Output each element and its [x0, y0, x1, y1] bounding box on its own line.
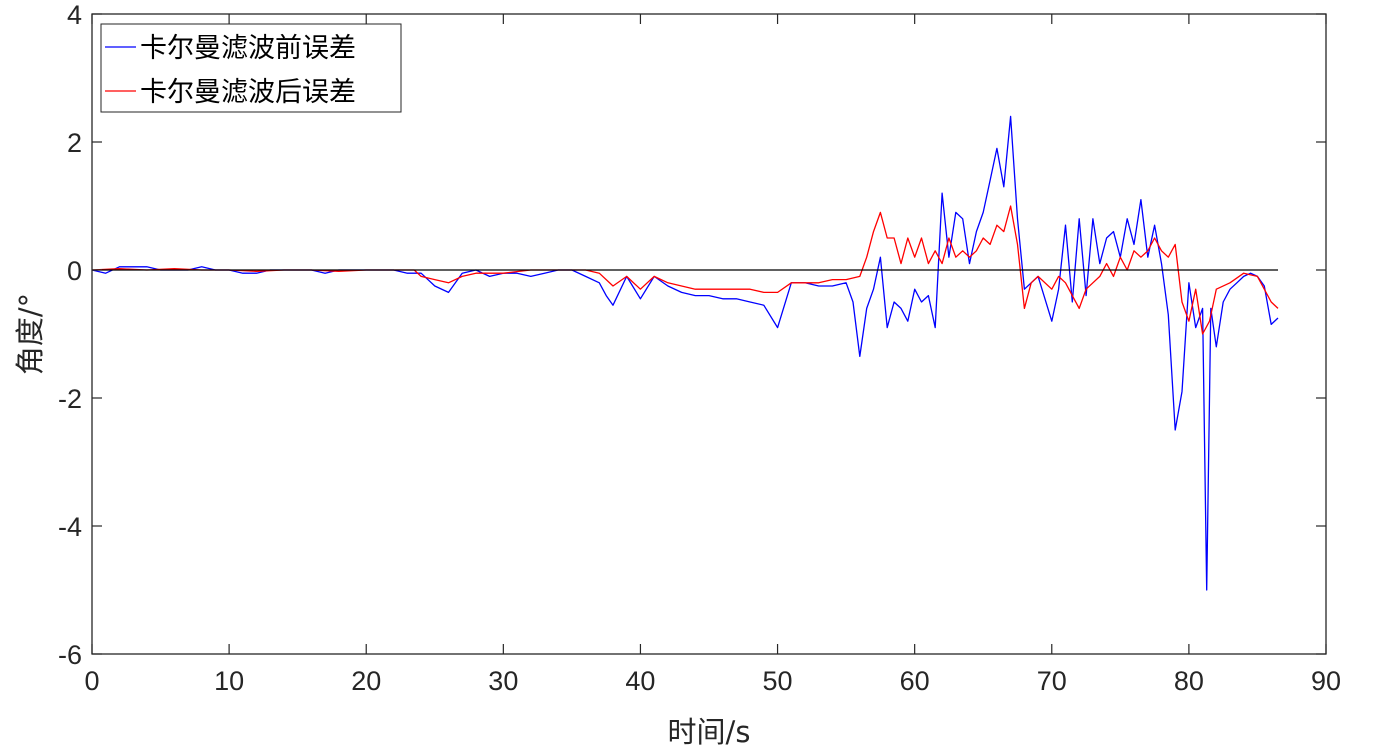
- tick-layer: 0 10 20 30 40 50 60 70 80 90 -6 -4 -2 0 2 4: [58, 0, 1341, 696]
- x-tick-label: 40: [625, 666, 655, 696]
- x-tick-label: 80: [1174, 666, 1204, 696]
- x-tick-label: 60: [900, 666, 930, 696]
- x-tick-label: 0: [84, 666, 99, 696]
- legend: 卡尔曼滤波前误差 卡尔曼滤波后误差: [100, 23, 402, 113]
- legend-label-before: 卡尔曼滤波前误差: [140, 33, 356, 64]
- y-tick-label: 0: [67, 256, 82, 286]
- x-tick-label: 50: [763, 666, 793, 696]
- y-tick-label: -2: [58, 384, 82, 414]
- legend-label-after: 卡尔曼滤波后误差: [140, 77, 356, 108]
- x-tick-label: 10: [214, 666, 244, 696]
- plot-frame: [91, 13, 1327, 655]
- y-tick-label: -6: [58, 640, 82, 670]
- x-axis-title: 时间/s: [668, 715, 751, 749]
- y-tick-label: -4: [58, 512, 82, 542]
- x-tick-label: 70: [1037, 666, 1067, 696]
- y-tick-label: 2: [67, 128, 82, 158]
- y-axis-title: 角度/°: [13, 293, 47, 375]
- plot-area: [92, 14, 1326, 654]
- x-tick-label: 90: [1311, 666, 1341, 696]
- y-tick-label: 4: [67, 0, 82, 30]
- x-tick-label: 30: [488, 666, 518, 696]
- x-tick-label: 20: [351, 666, 381, 696]
- series-line-1: [91, 205, 1279, 335]
- legend-box: [100, 23, 402, 113]
